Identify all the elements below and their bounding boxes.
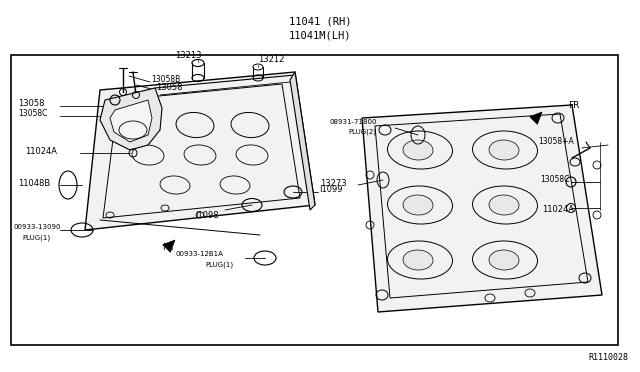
Text: 13058C: 13058C xyxy=(112,122,141,131)
Text: 13058+A: 13058+A xyxy=(538,138,573,147)
Text: R1110028: R1110028 xyxy=(588,353,628,362)
Polygon shape xyxy=(85,72,315,230)
Polygon shape xyxy=(530,112,542,124)
Polygon shape xyxy=(163,240,175,252)
Text: I1099: I1099 xyxy=(319,186,342,195)
Ellipse shape xyxy=(489,140,519,160)
Text: FR: FR xyxy=(162,244,173,253)
Text: 11041M(LH): 11041M(LH) xyxy=(289,30,351,40)
Text: PLUG(2): PLUG(2) xyxy=(348,129,376,135)
Text: 13058: 13058 xyxy=(18,99,45,109)
Text: I1098: I1098 xyxy=(195,211,219,219)
Text: 13058C: 13058C xyxy=(18,109,47,119)
Text: 00933-13090: 00933-13090 xyxy=(14,224,61,230)
Text: 13058B: 13058B xyxy=(151,76,180,84)
Text: 13058: 13058 xyxy=(156,83,182,93)
Bar xyxy=(11,55,618,345)
Text: 13213: 13213 xyxy=(175,51,202,61)
Ellipse shape xyxy=(489,250,519,270)
Ellipse shape xyxy=(403,195,433,215)
Text: 11048B: 11048B xyxy=(18,179,51,187)
Text: FR: FR xyxy=(568,100,579,109)
Polygon shape xyxy=(100,88,162,150)
Text: 11024A: 11024A xyxy=(25,147,57,155)
Polygon shape xyxy=(362,105,602,312)
Text: 13273: 13273 xyxy=(320,179,347,187)
Text: PLUG(1): PLUG(1) xyxy=(205,262,233,268)
Text: PLUG(1): PLUG(1) xyxy=(22,235,50,241)
Text: 13212: 13212 xyxy=(258,55,284,64)
Polygon shape xyxy=(290,72,315,210)
Ellipse shape xyxy=(489,195,519,215)
Text: 00933-12B1A: 00933-12B1A xyxy=(175,251,223,257)
Text: 08931-71800: 08931-71800 xyxy=(330,119,378,125)
Ellipse shape xyxy=(403,250,433,270)
Text: 11041 (RH): 11041 (RH) xyxy=(289,17,351,27)
Ellipse shape xyxy=(403,140,433,160)
Text: 13058C: 13058C xyxy=(540,176,570,185)
Polygon shape xyxy=(110,100,152,142)
Text: 11024A: 11024A xyxy=(542,205,574,215)
